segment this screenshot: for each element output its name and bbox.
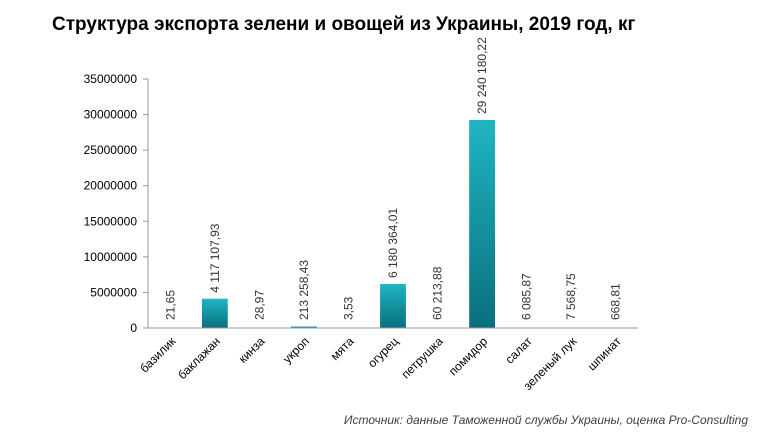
data-label-5: 6 180 364,01 [386,208,400,278]
data-label-1: 4 117 107,93 [208,223,222,293]
data-label-10: 668,81 [609,283,623,320]
data-labels: 21,65 4 117 107,93 28,97 213 258,43 3,53 6 18… [163,37,622,320]
y-tick-label: 30000000 [84,108,138,122]
bar-5 [380,284,406,328]
y-tick-label: 25000000 [84,143,138,157]
data-label-7: 29 240 180,22 [475,37,489,114]
x-tick-label-10: шпинат [585,334,625,374]
x-tick-label-7: помидор [446,334,490,378]
source-note: Источник: данные Таможенной службы Украи… [343,413,748,427]
x-tick-label-0: базилик [137,334,179,376]
bar-3 [290,326,317,328]
x-tick-label-4: мята [328,334,357,363]
bars [157,119,629,328]
y-tick-label: 15000000 [84,214,138,228]
bar-7 [469,119,496,328]
data-label-2: 28,97 [252,290,266,320]
data-label-6: 60 213,88 [431,266,445,320]
y-tick-label: 35000000 [84,72,138,86]
x-tick-label-6: петрушка [399,334,446,381]
y-tick-label: 5000000 [90,285,137,299]
x-tick-label-1: баклажан [175,334,223,382]
y-tick-label: 20000000 [84,179,138,193]
data-label-8: 6 085,87 [520,273,534,320]
chart-title: Структура экспорта зелени и овощей из Ук… [52,14,636,35]
x-tick-label-3: укроп [280,334,312,366]
y-axis: 0 5000000 10000000 15000000 20000000 25000000… [84,72,149,335]
data-label-0: 21,65 [163,290,177,320]
y-tick-label: 0 [130,321,137,335]
x-tick-label-2: кинза [236,334,268,366]
bar-1 [201,298,228,328]
x-tick-label-5: огурец [365,334,401,370]
data-label-4: 3,53 [341,296,355,320]
x-tick-label-8: салат [503,334,536,367]
data-label-9: 7 568,75 [564,273,578,320]
y-tick-label: 10000000 [84,250,138,264]
data-label-3: 213 258,43 [297,260,311,320]
